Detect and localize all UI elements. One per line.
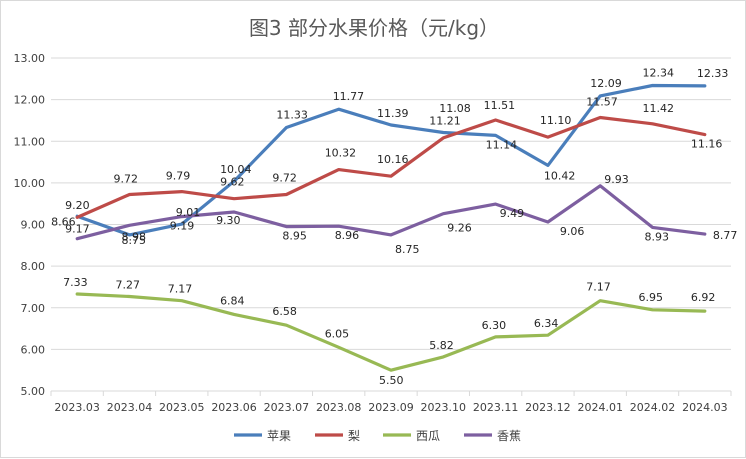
data-label: 12.34: [643, 66, 675, 79]
data-label: 5.50: [379, 374, 404, 387]
data-label: 6.30: [482, 319, 507, 332]
data-label: 12.09: [590, 77, 622, 90]
x-tick-label: 2023.08: [316, 401, 362, 414]
data-label: 8.75: [395, 243, 420, 256]
data-label: 10.42: [544, 169, 576, 182]
legend-label: 西瓜: [416, 429, 440, 443]
data-label: 9.30: [216, 214, 241, 227]
grid-lines: [51, 57, 731, 392]
x-tick-label: 2024.03: [682, 401, 728, 414]
data-label: 9.06: [560, 225, 585, 238]
series-line-3: [75, 184, 707, 241]
data-label: 6.58: [272, 305, 297, 318]
data-label: 9.79: [166, 170, 191, 183]
y-tick-label: 11.00: [14, 135, 46, 148]
legend-item-0: 苹果: [234, 429, 291, 443]
data-label: 9.72: [272, 172, 297, 185]
data-label: 9.72: [113, 173, 138, 186]
x-tick-label: 2024.01: [577, 401, 623, 414]
data-label: 6.95: [639, 291, 664, 304]
data-label: 11.10: [540, 114, 572, 127]
data-label: 7.27: [115, 279, 140, 292]
data-label: 8.93: [645, 230, 670, 243]
y-tick-label: 8.00: [21, 260, 46, 273]
data-label: 9.93: [604, 173, 629, 186]
data-label: 6.84: [220, 294, 245, 307]
x-tick-label: 2023.12: [525, 401, 571, 414]
data-label: 9.26: [447, 222, 472, 235]
y-tick-label: 6.00: [21, 343, 46, 356]
data-label: 6.92: [691, 291, 716, 304]
chart-title: 图3 部分水果价格（元/kg）: [249, 16, 499, 40]
x-tick-label: 2023.09: [368, 401, 414, 414]
data-label: 11.39: [377, 107, 409, 120]
y-tick-label: 13.00: [14, 52, 46, 65]
x-tick-label: 2023.06: [211, 401, 257, 414]
data-label: 10.32: [325, 147, 357, 160]
data-label: 8.95: [282, 230, 307, 243]
data-label: 8.98: [121, 230, 146, 243]
y-tick-label: 12.00: [14, 94, 46, 107]
data-label: 11.08: [439, 102, 471, 115]
data-label: 8.75: [121, 234, 146, 247]
data-label: 7.33: [63, 276, 88, 289]
x-tick-label: 2023.03: [54, 401, 100, 414]
data-label: 11.33: [276, 109, 308, 122]
data-label: 6.34: [534, 317, 559, 330]
legend-label: 梨: [348, 429, 360, 443]
data-label: 10.04: [220, 163, 252, 176]
y-tick-label: 7.00: [21, 302, 46, 315]
data-label: 9.49: [500, 207, 524, 220]
legend-item-1: 梨: [315, 429, 360, 443]
data-label: 8.66: [51, 216, 76, 229]
data-label: 9.62: [220, 176, 245, 189]
data-label: 10.16: [377, 153, 409, 166]
data-label: 9.01: [176, 206, 201, 219]
data-labels: 9.208.759.0110.0411.3311.7711.3911.2111.…: [51, 66, 737, 387]
series-lines: [75, 83, 707, 372]
data-label: 9.19: [170, 220, 195, 233]
legend-label: 香蕉: [497, 429, 521, 443]
x-tick-label: 2023.07: [264, 401, 310, 414]
x-tick-label: 2024.02: [630, 401, 676, 414]
data-label: 5.82: [429, 339, 454, 352]
y-tick-label: 10.00: [14, 177, 46, 190]
series-line-2: [75, 292, 707, 372]
data-label: 11.21: [429, 115, 461, 128]
axes: 5.00 6.00 7.00 8.00 9.00 10.00 11.00 12.00 13.00…: [14, 52, 732, 414]
data-label: 9.17: [65, 222, 90, 235]
legend-item-2: 西瓜: [383, 429, 440, 443]
data-label: 11.14: [486, 138, 517, 151]
data-label: 8.77: [713, 229, 738, 242]
legend: 苹果 梨 西瓜 香蕉: [234, 429, 521, 443]
data-label: 7.17: [168, 283, 193, 296]
x-tick-label: 2023.05: [159, 401, 205, 414]
data-label: 12.33: [697, 67, 729, 80]
legend-label: 苹果: [267, 429, 291, 443]
data-label: 11.57: [586, 96, 618, 109]
y-tick-label: 5.00: [21, 385, 46, 398]
data-label: 11.16: [691, 138, 723, 151]
data-label: 8.96: [335, 229, 360, 242]
legend-item-3: 香蕉: [464, 429, 521, 443]
x-tick-label: 2023.11: [473, 401, 519, 414]
y-tick-label: 9.00: [21, 219, 46, 232]
data-label: 11.77: [333, 90, 365, 103]
data-label: 6.05: [325, 327, 350, 340]
x-tick-label: 2023.10: [421, 401, 467, 414]
series-line-1: [75, 115, 707, 219]
x-tick-label: 2023.04: [107, 401, 153, 414]
data-label: 11.51: [484, 99, 515, 112]
data-label: 7.17: [586, 281, 611, 294]
data-label: 9.20: [65, 199, 90, 212]
data-label: 11.42: [643, 102, 675, 115]
series-line-0: [75, 83, 707, 237]
